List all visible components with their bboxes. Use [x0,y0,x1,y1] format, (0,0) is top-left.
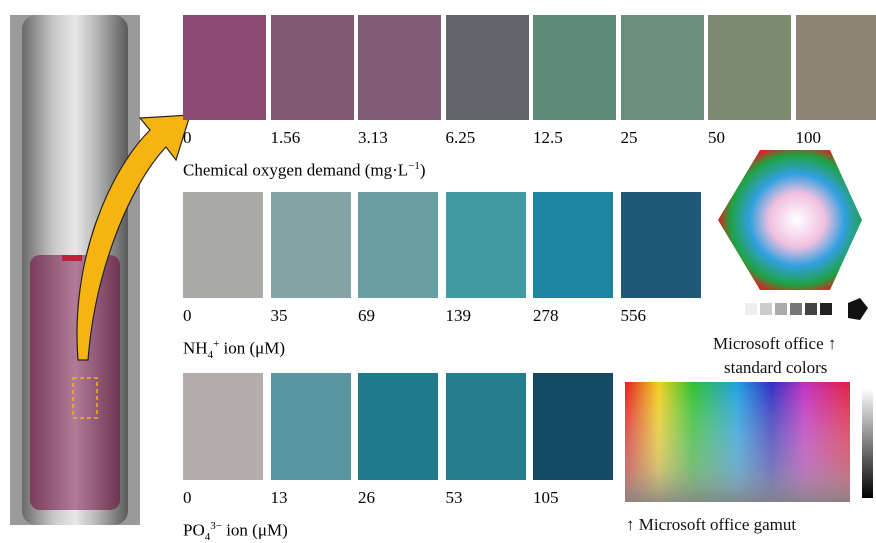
swatch [446,192,526,298]
row-label: Chemical oxygen demand (mg·L−1) [183,160,426,181]
caption: standard colors [724,358,827,378]
swatch [446,15,529,120]
label-part: ion (μM) [219,339,285,358]
level-label: 35 [271,306,288,326]
swatch [446,373,526,480]
level-label: 0 [183,306,192,326]
label-part: ) [420,161,426,180]
level-label: 278 [533,306,559,326]
caption: ↑ Microsoft office gamut [626,515,796,535]
swatch [621,15,704,120]
label-part: 4 [205,531,211,543]
swatch [708,15,791,120]
figure: Microsoft office ↑ standard colors ↑ Mic… [0,0,876,541]
level-label: 105 [533,488,559,508]
swatch [271,192,351,298]
swatch [533,373,613,480]
swatch [183,373,263,480]
label-part: PO [183,521,205,540]
level-label: 139 [446,306,472,326]
level-label: 3.13 [358,128,388,148]
label-part: 4 [208,349,214,361]
level-label: 26 [358,488,375,508]
level-label: 25 [621,128,638,148]
level-label: 100 [796,128,822,148]
swatch [533,15,616,120]
swatch [533,192,613,298]
label-part: Chemical oxygen demand (mg·L [183,161,408,180]
level-label: 69 [358,306,375,326]
swatch [358,192,438,298]
swatch [271,15,354,120]
level-label: 0 [183,488,192,508]
label-part: −1 [408,160,420,172]
level-label: 13 [271,488,288,508]
level-label: 0 [183,128,192,148]
swatch [358,373,438,480]
swatch [358,15,441,120]
swatch [796,15,876,120]
swatch [183,192,263,298]
label-part: NH [183,339,208,358]
label-part: 3− [210,520,222,532]
caption: Microsoft office ↑ [713,334,836,354]
label-part: ion (μM) [222,521,288,540]
level-label: 53 [446,488,463,508]
swatch [271,373,351,480]
level-label: 12.5 [533,128,563,148]
swatch [183,15,266,120]
row-label: PO43− ion (μM) [183,520,288,543]
level-label: 6.25 [446,128,476,148]
level-label: 556 [621,306,647,326]
level-label: 50 [708,128,725,148]
swatch [621,192,701,298]
row-label: NH4+ ion (μM) [183,338,285,361]
level-label: 1.56 [271,128,301,148]
